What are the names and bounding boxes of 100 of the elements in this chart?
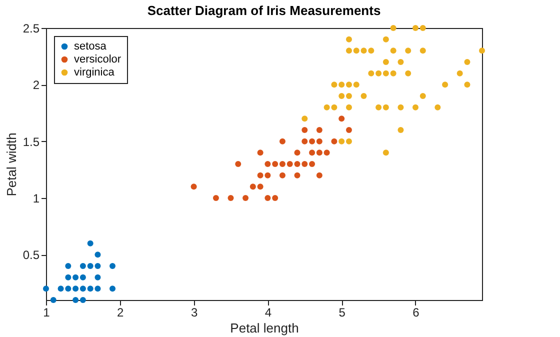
point (80, 297, 86, 303)
point (72, 274, 79, 280)
point (309, 150, 316, 156)
point (405, 48, 412, 54)
point (346, 93, 352, 99)
point (242, 195, 249, 201)
point (65, 274, 72, 280)
point (309, 161, 316, 167)
y-tick-label: 1.5 (22, 134, 40, 149)
point (346, 48, 352, 54)
point (456, 70, 463, 76)
point (346, 127, 352, 133)
point (65, 286, 72, 292)
point (382, 59, 389, 65)
point (368, 48, 374, 54)
point (279, 172, 286, 178)
point (65, 263, 72, 269)
x-tick-label: 3 (190, 306, 198, 320)
point (302, 161, 308, 167)
point (338, 93, 345, 99)
point (94, 263, 101, 269)
x-tick-label: 1 (43, 306, 50, 320)
point (382, 36, 389, 42)
point (43, 286, 49, 292)
point (190, 184, 197, 190)
x-axis-title: Petal length (230, 320, 299, 336)
point (316, 138, 322, 144)
point (257, 172, 264, 178)
legend-label: versicolor (74, 54, 122, 66)
point (382, 104, 389, 110)
point (382, 70, 389, 76)
point (80, 286, 86, 292)
point (346, 82, 352, 88)
point (390, 70, 396, 76)
point (346, 36, 352, 42)
point (346, 104, 352, 110)
point (212, 195, 219, 201)
point (294, 161, 300, 167)
point (360, 93, 367, 99)
point (316, 150, 322, 156)
point (338, 138, 345, 144)
point (94, 274, 101, 280)
point (309, 138, 316, 144)
point (294, 172, 300, 178)
point (286, 161, 293, 167)
point (420, 25, 426, 31)
y-tick-label: 0.5 (22, 248, 40, 262)
point (272, 195, 278, 201)
point (376, 104, 382, 110)
point (390, 48, 396, 54)
point (353, 82, 360, 88)
point (434, 104, 441, 110)
point (80, 263, 86, 269)
point (368, 70, 374, 76)
x-tick-label: 5 (338, 306, 346, 320)
point (316, 127, 322, 133)
point (412, 25, 418, 31)
point (324, 104, 330, 110)
point (272, 161, 278, 167)
point (331, 138, 338, 144)
legend-label: virginica (74, 66, 116, 78)
point (302, 138, 308, 144)
point (94, 286, 101, 292)
x-tick-label: 4 (264, 306, 272, 320)
point (376, 70, 382, 76)
point (346, 138, 352, 144)
point (405, 70, 412, 76)
y-tick-label: 2 (32, 78, 40, 92)
point (228, 195, 234, 201)
point (382, 150, 389, 156)
point (398, 127, 404, 133)
y-axis-title: Petal width (4, 132, 19, 196)
point (264, 195, 271, 201)
chart-title: Scatter Diagram of Iris Measurements (147, 3, 381, 18)
point (398, 59, 404, 65)
point (464, 59, 470, 65)
point (464, 82, 470, 88)
y-tick-label: 2.5 (22, 22, 40, 36)
point (257, 184, 264, 190)
point (279, 161, 286, 167)
point (235, 161, 242, 167)
point (110, 263, 116, 269)
point (302, 116, 308, 122)
point (360, 48, 367, 54)
point (72, 297, 79, 303)
point (479, 48, 485, 54)
point (58, 286, 64, 292)
point (250, 184, 256, 190)
point (442, 82, 448, 88)
point (264, 161, 271, 167)
point (87, 263, 94, 269)
point (72, 286, 79, 292)
point (353, 48, 360, 54)
legend-label: setosa (74, 40, 108, 52)
x-tick-label: 2 (117, 306, 124, 320)
x-tick-label: 6 (412, 306, 420, 320)
point (316, 172, 322, 178)
point (338, 82, 345, 88)
point (87, 240, 94, 246)
point (94, 252, 101, 258)
